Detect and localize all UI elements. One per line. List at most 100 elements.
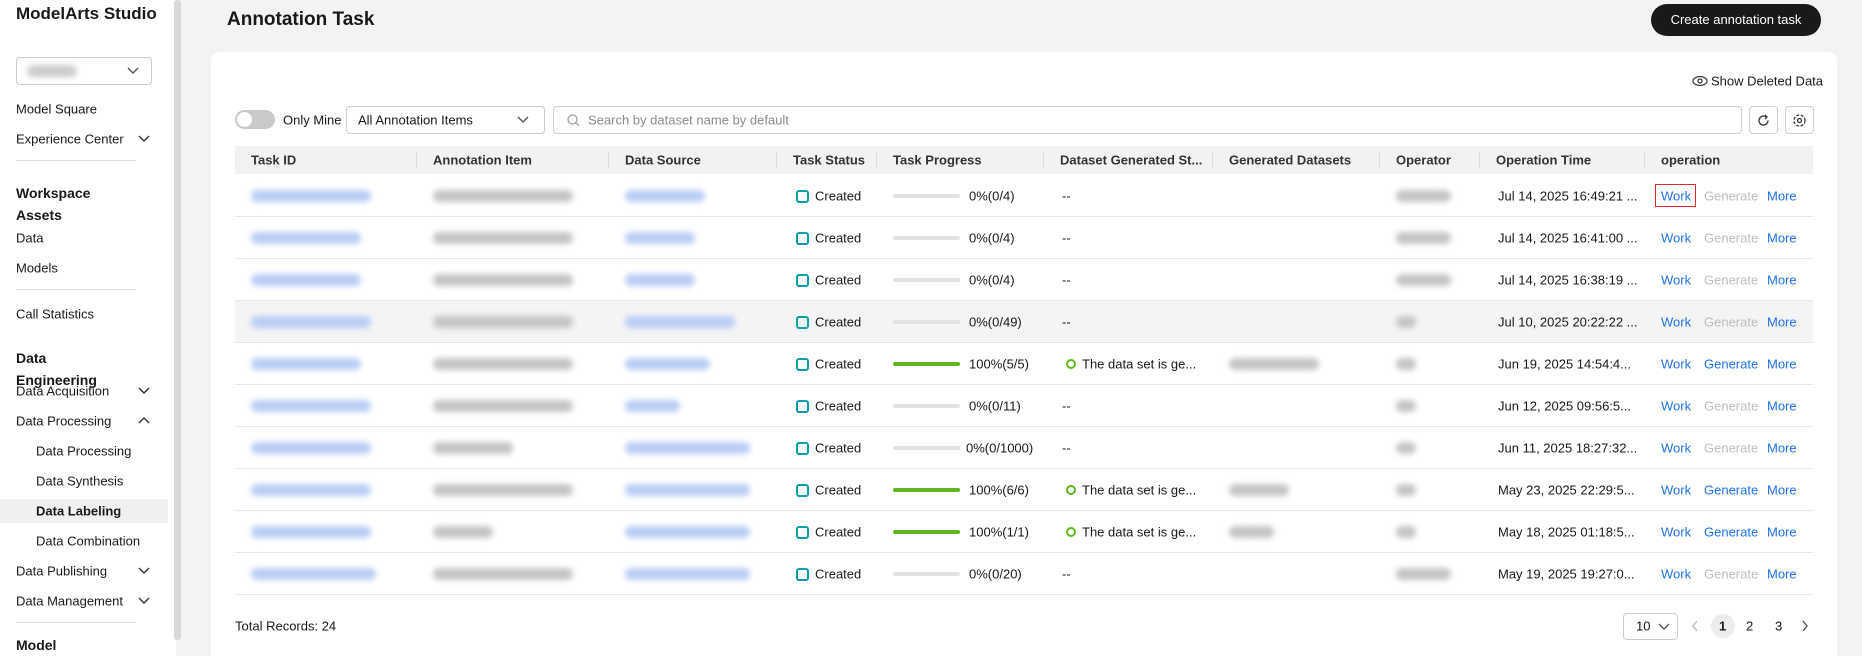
op-work[interactable]: Work [1661, 566, 1692, 582]
op-work[interactable]: Work [1661, 188, 1692, 204]
blurred-cell [1396, 568, 1451, 580]
chevron [138, 567, 150, 574]
chevron [138, 417, 150, 424]
op-work[interactable]: Work [1661, 398, 1692, 414]
sidebar-subitem[interactable]: Data Combination [36, 533, 141, 549]
search-icon [567, 114, 580, 127]
sidebar-subitem[interactable]: Data Processing [36, 443, 132, 459]
op-work[interactable]: Work [1661, 356, 1692, 372]
column-header: Task Progress [893, 152, 982, 168]
progress-track [893, 194, 960, 198]
op-generate: Generate [1704, 188, 1759, 204]
dataset-status: -- [1062, 272, 1071, 288]
dataset-status-icon [1066, 359, 1076, 369]
sidebar-subitem[interactable]: Data Labeling [36, 503, 122, 519]
progress-label: 0%(0/20) [969, 566, 1022, 582]
blurred-cell [251, 400, 371, 412]
blurred-cell [1396, 400, 1416, 412]
show-deleted[interactable]: Show Deleted Data [1711, 73, 1824, 89]
sidebar-item[interactable]: Experience Center [16, 131, 124, 147]
table-header [235, 146, 1813, 174]
dataset-status: The data set is ge... [1082, 482, 1197, 498]
sidebar-item[interactable]: Data Processing [16, 413, 112, 429]
row-divider [235, 468, 1813, 469]
blurred-cell [251, 316, 371, 328]
page-number[interactable]: 3 [1775, 618, 1783, 634]
row-divider [235, 426, 1813, 427]
refresh-button[interactable] [1749, 106, 1778, 134]
progress-track [893, 404, 960, 408]
toggle[interactable] [235, 110, 275, 129]
page-size-select[interactable]: 10 [1623, 613, 1678, 640]
op-more[interactable]: More [1767, 188, 1797, 204]
chevron [517, 116, 529, 123]
operation-time: Jun 12, 2025 09:56:5... [1498, 398, 1631, 414]
op-more[interactable]: More [1767, 230, 1797, 246]
column-header: Generated Datasets [1229, 152, 1352, 168]
blurred-cell [1229, 526, 1274, 538]
blurred-cell [625, 316, 735, 328]
operation-time: May 19, 2025 19:27:0... [1498, 566, 1635, 582]
workspace-select[interactable] [16, 57, 152, 85]
op-work[interactable]: Work [1661, 440, 1692, 456]
progress-fill [893, 488, 960, 492]
column-separator [1212, 152, 1213, 168]
scrollbar[interactable] [174, 0, 181, 640]
sidebar-item[interactable]: Data [16, 230, 44, 246]
row-divider [235, 258, 1813, 259]
op-work[interactable]: Work [1661, 272, 1692, 288]
sidebar-item[interactable]: Data Management [16, 593, 123, 609]
op-more[interactable]: More [1767, 272, 1797, 288]
op-more[interactable]: More [1767, 566, 1797, 582]
op-more[interactable]: More [1767, 314, 1797, 330]
operation-time: Jun 19, 2025 14:54:4... [1498, 356, 1631, 372]
op-more[interactable]: More [1767, 524, 1797, 540]
sidebar-section: Model [16, 637, 57, 653]
op-generate[interactable]: Generate [1704, 356, 1759, 372]
sidebar-item[interactable]: Call Statistics [16, 306, 95, 322]
progress-label: 100%(1/1) [969, 524, 1029, 540]
filter-select[interactable]: All Annotation Items [346, 106, 545, 134]
sidebar-item[interactable]: Data Publishing [16, 563, 108, 579]
op-generate[interactable]: Generate [1704, 482, 1759, 498]
sidebar-item[interactable]: Model Square [16, 101, 97, 117]
create-button[interactable]: Create annotation task [1651, 4, 1821, 36]
brand: ModelArts Studio [16, 4, 157, 23]
active-page-bg [1711, 614, 1735, 638]
dataset-status: -- [1062, 440, 1071, 456]
sidebar [0, 0, 176, 656]
column-separator [776, 152, 777, 168]
column-header: operation [1661, 152, 1721, 168]
task-status: Created [815, 314, 862, 330]
progress-track [893, 320, 960, 324]
op-work[interactable]: Work [1661, 482, 1692, 498]
page-number[interactable]: 2 [1746, 618, 1754, 634]
op-work[interactable]: Work [1661, 230, 1692, 246]
operation-time: Jun 11, 2025 18:27:32... [1498, 440, 1638, 456]
column-header: Operation Time [1496, 152, 1592, 168]
next-page[interactable] [1800, 619, 1810, 633]
op-more[interactable]: More [1767, 398, 1797, 414]
op-work[interactable]: Work [1661, 314, 1692, 330]
progress-label: 100%(5/5) [969, 356, 1029, 372]
op-work[interactable]: Work [1661, 524, 1692, 540]
prev-page[interactable] [1690, 619, 1700, 633]
sidebar-item[interactable]: Models [16, 260, 58, 276]
dataset-status: -- [1062, 314, 1071, 330]
divider [16, 622, 136, 623]
op-more[interactable]: More [1767, 440, 1797, 456]
blurred-cell [251, 484, 371, 496]
op-generate[interactable]: Generate [1704, 524, 1759, 540]
sidebar-section: Data Engineering [16, 350, 97, 388]
sidebar-subitem[interactable]: Data Synthesis [36, 473, 124, 489]
blurred-cell [625, 232, 695, 244]
op-more[interactable]: More [1767, 482, 1797, 498]
op-generate: Generate [1704, 314, 1759, 330]
sidebar-item[interactable]: Data Acquisition [16, 383, 110, 399]
task-status: Created [815, 188, 862, 204]
page-number[interactable]: 1 [1719, 618, 1727, 634]
operation-time: Jul 14, 2025 16:41:00 ... [1498, 230, 1638, 246]
settings-button[interactable] [1785, 106, 1814, 134]
search-box[interactable]: Search by dataset name by default [553, 106, 1742, 134]
op-more[interactable]: More [1767, 356, 1797, 372]
